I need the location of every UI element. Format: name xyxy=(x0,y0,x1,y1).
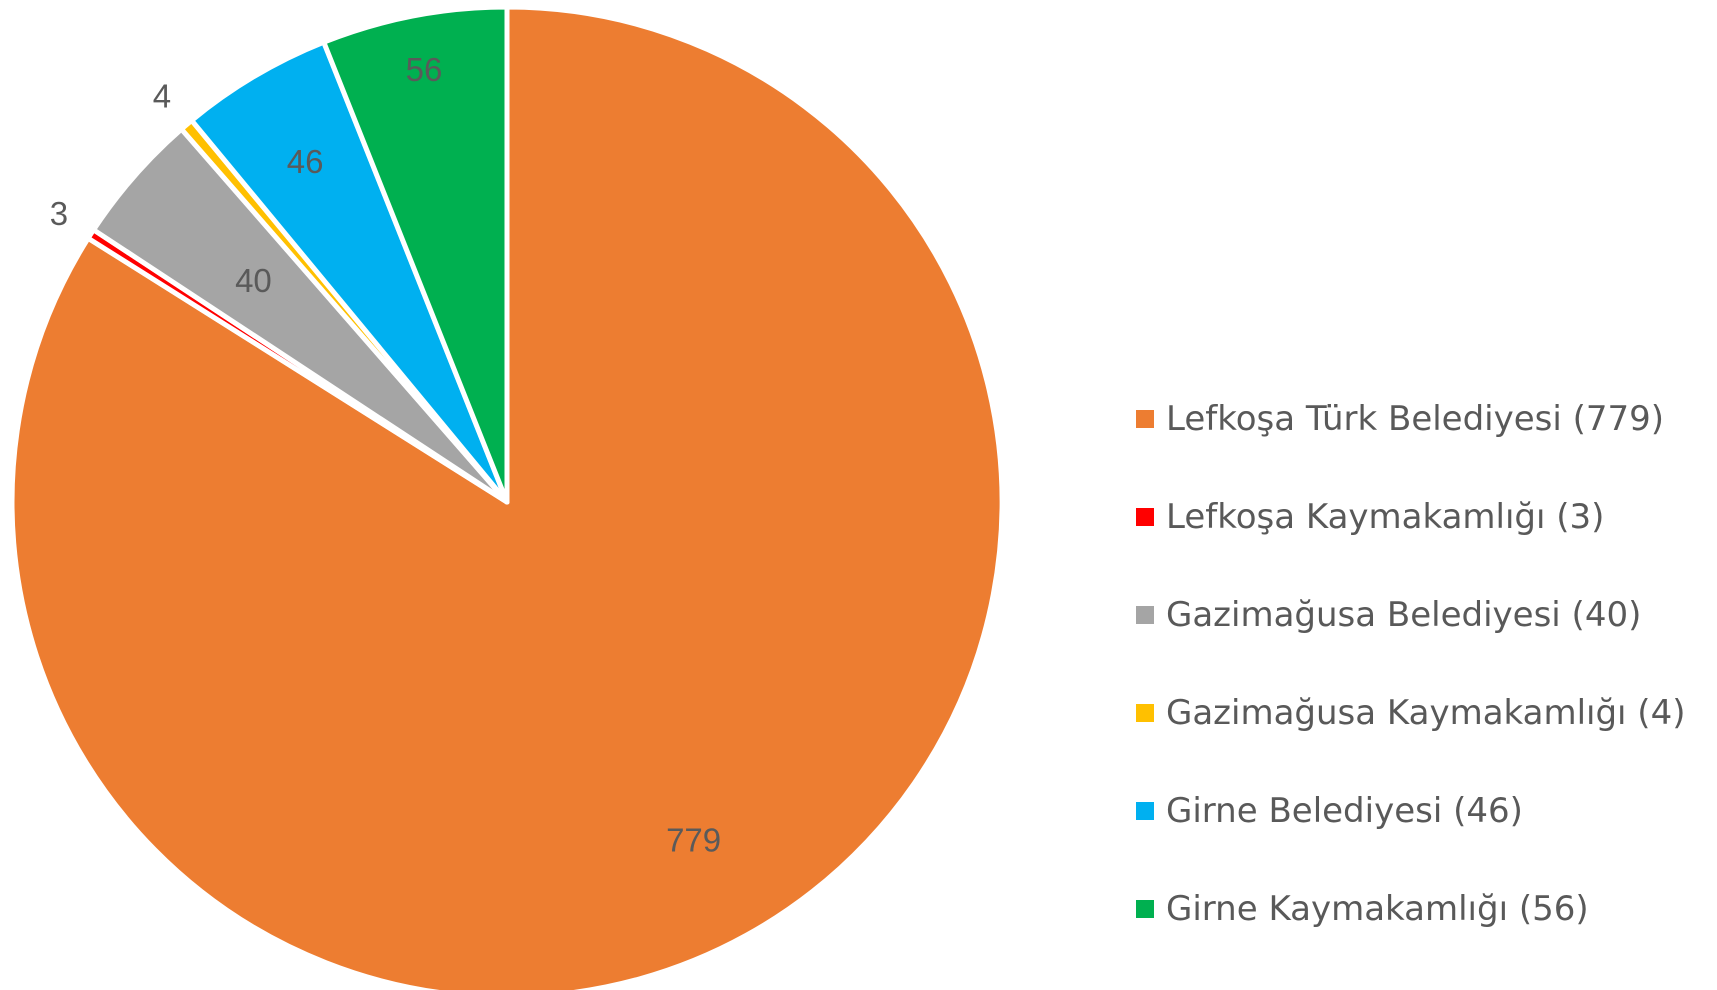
legend-item: Lefkoşa Kaymakamlığı (3) xyxy=(1136,468,1685,566)
legend: Lefkoşa Türk Belediyesi (779) Lefkoşa Kay… xyxy=(1136,370,1685,958)
legend-item: Girne Kaymakamlığı (56) xyxy=(1136,860,1685,958)
legend-swatch xyxy=(1136,900,1154,918)
legend-item: Lefkoşa Türk Belediyesi (779) xyxy=(1136,370,1685,468)
legend-swatch xyxy=(1136,802,1154,820)
legend-label: Gazimağusa Belediyesi (40) xyxy=(1166,595,1642,635)
legend-item: Girne Belediyesi (46) xyxy=(1136,762,1685,860)
legend-label: Girne Belediyesi (46) xyxy=(1166,791,1523,831)
pie-data-label: 46 xyxy=(287,143,324,180)
pie-data-label: 4 xyxy=(153,77,171,114)
pie-slice xyxy=(321,4,510,505)
legend-swatch xyxy=(1136,606,1154,624)
legend-swatch xyxy=(1136,508,1154,526)
pie-data-label: 56 xyxy=(406,51,443,88)
legend-label: Lefkoşa Kaymakamlığı (3) xyxy=(1166,497,1605,537)
pie-data-label: 40 xyxy=(235,262,272,299)
legend-swatch xyxy=(1136,410,1154,428)
legend-item: Gazimağusa Belediyesi (40) xyxy=(1136,566,1685,664)
legend-swatch xyxy=(1136,704,1154,722)
legend-label: Girne Kaymakamlığı (56) xyxy=(1166,889,1589,929)
pie-data-label: 779 xyxy=(666,822,721,859)
pie-slices xyxy=(9,4,1005,990)
pie-data-label: 3 xyxy=(50,195,68,232)
legend-item: Gazimağusa Kaymakamlığı (4) xyxy=(1136,664,1685,762)
pie-data-labels: 779 3 40 4 46 56 xyxy=(50,51,721,859)
pie-slice xyxy=(189,39,510,505)
legend-label: Lefkoşa Türk Belediyesi (779) xyxy=(1166,399,1665,439)
legend-label: Gazimağusa Kaymakamlığı (4) xyxy=(1166,693,1686,733)
